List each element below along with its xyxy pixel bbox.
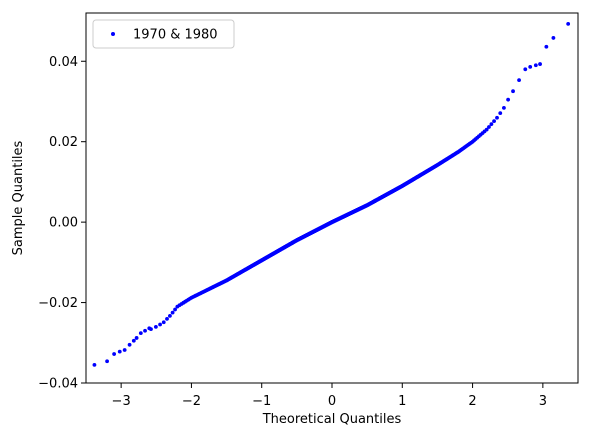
data-point [170,310,175,315]
data-point [173,307,177,312]
data-point [105,359,109,364]
y-tick-label: −0.04 [38,377,78,392]
data-point [511,89,515,94]
x-tick-label: 1 [398,394,406,409]
data-point [134,336,139,340]
x-axis-label: Theoretical Quantiles [262,412,402,427]
y-tick-label: 0.00 [49,216,78,231]
data-point [538,62,542,66]
x-tick-label: 3 [539,394,547,409]
data-point [566,21,571,26]
data-point [153,324,158,329]
data-point [533,63,538,68]
data-point [138,331,143,336]
data-point [127,342,132,347]
x-tick-label: 2 [468,394,476,409]
data-point [517,78,521,82]
legend-marker [111,32,115,36]
x-tick-label: −1 [252,394,271,409]
x-tick-label: −2 [182,394,201,409]
data-point [492,119,496,124]
data-point [551,36,556,40]
x-tick-label: −3 [112,394,131,409]
data-point [487,125,491,129]
data-point [158,322,162,327]
y-tick-label: −0.02 [38,296,78,311]
data-point [147,326,152,331]
data-point [122,348,127,352]
data-point [161,320,166,325]
data-point [544,44,549,49]
x-tick-label: 0 [328,394,336,409]
legend-entry: 1970 & 1980 [133,28,218,43]
y-tick-label: 0.04 [49,55,78,70]
legend: 1970 & 1980 [92,19,235,49]
data-point [506,97,511,102]
axis-ticks: −3 −2 −1 0 1 2 3 −0.04 −0.02 0.00 0.02 0.04 [38,55,547,409]
qq-points [92,21,571,367]
data-point [489,122,494,127]
data-point [143,328,147,333]
data-point [165,316,169,321]
data-point [92,363,97,367]
plot-frame [85,12,579,384]
data-point [131,338,136,343]
data-point [498,111,503,116]
data-point [168,313,172,318]
data-point [523,67,528,72]
legend-box [92,19,235,49]
y-tick-label: 0.02 [49,135,78,150]
y-axis-label: Sample Quantiles [11,140,26,255]
data-point [484,127,489,132]
data-point [495,115,499,120]
data-point [528,64,533,69]
data-point [117,349,122,354]
data-point [502,106,506,110]
data-point [112,352,117,356]
